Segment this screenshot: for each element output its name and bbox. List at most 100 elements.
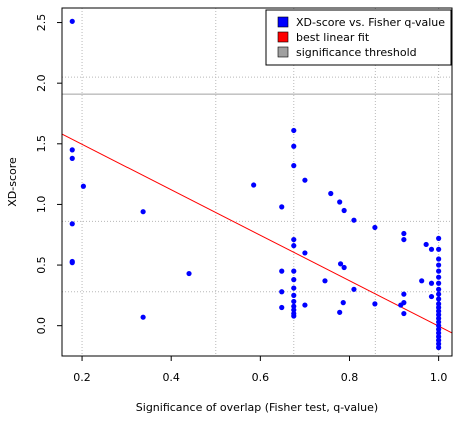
data-point [436,262,442,268]
data-point [401,310,407,317]
data-point [436,286,442,292]
data-point [140,209,146,215]
data-point [251,182,257,188]
x-axis-title: Significance of overlap (Fisher test, q-… [136,401,378,414]
data-point [302,250,308,256]
data-point [322,278,328,284]
data-point [436,280,442,286]
x-tick-label: 0.6 [252,371,270,384]
data-point [401,236,407,243]
data-point [351,217,357,223]
x-axis: 0.2 0.4 0.6 0.8 1.0 [73,356,447,384]
data-point [436,308,442,314]
data-point [140,314,146,320]
data-point [436,296,442,302]
data-point [436,246,442,252]
fit-line [61,133,453,334]
data-point [279,289,285,295]
data-points [69,18,442,351]
data-point [436,304,442,311]
y-tick-label: 2.5 [35,14,48,32]
x-tick-label: 0.8 [341,371,359,384]
data-point [436,301,442,307]
data-point [69,147,75,153]
data-point [337,309,343,315]
data-point [436,337,442,343]
data-point [291,292,297,298]
data-point [291,163,297,169]
data-point [291,243,297,249]
data-point [337,261,344,267]
data-point [291,236,297,243]
data-point [291,277,297,283]
data-point [337,199,343,205]
y-tick-label: 1.0 [35,196,48,214]
data-point [428,280,435,286]
legend-swatch [277,31,289,43]
data-point [436,274,442,280]
y-tick-label: 0.0 [35,317,48,335]
data-point [340,300,346,306]
y-tick-label: 0.5 [35,256,48,274]
data-point [419,278,425,284]
data-point [341,207,347,214]
data-point [436,256,442,262]
legend-box [265,9,452,66]
data-point [69,260,75,266]
y-axis-title: XD-score [6,157,19,207]
data-point [291,268,297,274]
data-point [401,291,407,297]
data-point [279,268,285,274]
y-axis: 0.0 0.5 1.0 1.5 2.0 2.5 [35,14,62,335]
data-point [436,330,442,336]
legend-label: significance threshold [296,46,417,59]
plot-frame [61,7,453,357]
data-point [341,264,347,271]
data-point [428,246,435,252]
data-point [372,224,378,231]
data-point [291,285,297,291]
data-point [436,315,442,322]
data-point [436,323,442,329]
data-point [69,155,75,161]
legend-label: XD-score vs. Fisher q-value [296,16,445,29]
data-point [186,270,192,277]
data-point [436,341,442,347]
data-point [80,183,86,189]
grid-lines [62,8,452,356]
y-tick-label: 2.0 [35,74,48,92]
data-point [328,190,334,197]
x-tick-label: 1.0 [430,371,448,384]
data-point [302,177,308,183]
data-point [291,313,297,319]
data-point [372,301,378,307]
data-point [279,204,285,210]
data-point [436,333,442,340]
y-tick-label: 1.5 [35,135,48,153]
legend-swatch [277,46,289,58]
data-point [436,235,442,241]
legend: XD-score vs. Fisher q-value best linear f… [265,9,452,66]
data-point [302,302,308,308]
data-point [291,307,297,313]
x-tick-label: 0.4 [162,371,180,384]
data-point [436,268,442,274]
data-point [291,298,297,305]
legend-swatch [277,16,289,28]
data-point [291,127,297,134]
data-point [428,293,435,300]
data-point [291,303,297,309]
data-point [401,300,407,306]
legend-label: best linear fit [296,31,370,44]
data-point [69,18,75,24]
x-tick-label: 0.2 [73,371,91,384]
data-point [351,286,357,292]
data-point [436,319,442,325]
data-point [436,326,442,332]
best-linear-fit-line [61,133,453,334]
data-point [436,344,442,351]
data-point [436,291,442,297]
data-point [401,230,407,237]
data-point [291,143,297,149]
